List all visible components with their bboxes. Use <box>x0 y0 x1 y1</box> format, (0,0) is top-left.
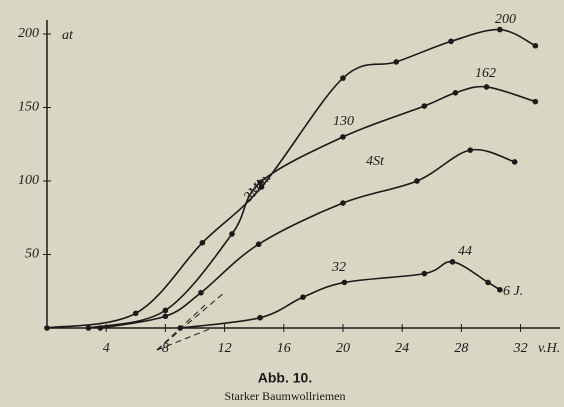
series-label: 6 J. <box>503 284 523 299</box>
point <box>340 200 346 206</box>
point <box>483 84 490 90</box>
annotation: 44 <box>458 244 472 259</box>
point <box>257 314 263 321</box>
point <box>449 259 456 265</box>
x-tick-label: 16 <box>277 341 291 356</box>
point <box>229 231 235 237</box>
point <box>97 325 104 331</box>
x-tick-label: 20 <box>336 341 350 356</box>
curve <box>100 148 515 329</box>
point <box>497 286 503 293</box>
point <box>421 270 428 277</box>
point <box>255 241 262 248</box>
point <box>85 325 92 331</box>
point <box>393 59 400 65</box>
point <box>300 294 306 300</box>
caption-title: Abb. 10. <box>258 370 312 386</box>
annotation: 200 <box>495 12 516 27</box>
curve <box>46 28 536 329</box>
point <box>511 159 518 165</box>
point <box>199 239 206 246</box>
x-tick-label: 4 <box>103 341 110 356</box>
point <box>467 147 474 153</box>
y-tick-label: 50 <box>25 247 39 262</box>
curve <box>88 85 536 329</box>
y-tick-label: 200 <box>18 26 39 41</box>
point <box>340 134 346 140</box>
point <box>485 279 491 286</box>
point <box>198 289 204 296</box>
y-tick-label: 100 <box>18 173 39 188</box>
point <box>340 75 346 81</box>
point <box>162 307 169 314</box>
point <box>448 38 454 45</box>
x-tick-label: 8 <box>162 341 169 356</box>
point <box>532 42 539 49</box>
point <box>421 103 428 109</box>
point <box>177 325 183 331</box>
point <box>44 325 50 331</box>
x-tick-label: 32 <box>513 341 528 356</box>
annotation: 130 <box>333 114 354 129</box>
point <box>414 178 420 184</box>
point <box>162 313 169 320</box>
point <box>132 310 139 317</box>
series-label: 4St <box>366 154 385 169</box>
x-tick-label: 24 <box>395 341 409 356</box>
x-axis-label: v.H. <box>538 341 560 356</box>
annotation: 32 <box>331 260 346 275</box>
annotation: 162 <box>475 66 496 81</box>
point <box>532 98 539 105</box>
caption: Starker Baumwollriemen <box>225 389 346 403</box>
x-tick-label: 12 <box>218 341 232 356</box>
y-tick-label: 150 <box>18 100 39 115</box>
point <box>452 90 459 96</box>
point <box>341 279 348 286</box>
point <box>497 26 503 33</box>
y-axis-label: at <box>62 28 74 43</box>
x-tick-label: 28 <box>454 341 468 356</box>
dashed-guide <box>156 291 226 351</box>
point <box>257 179 263 186</box>
point <box>258 184 265 190</box>
